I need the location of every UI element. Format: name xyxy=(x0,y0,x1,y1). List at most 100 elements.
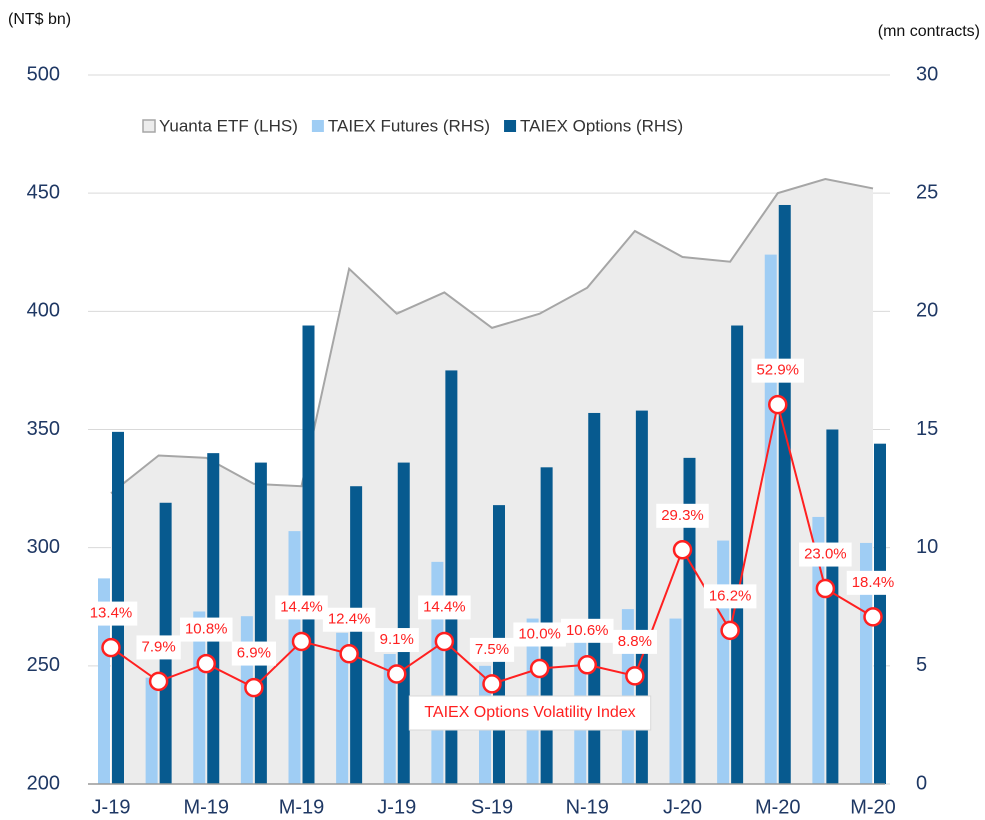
bar xyxy=(778,204,791,784)
index-point xyxy=(291,631,312,652)
y-unit-label: (NT$ bn) xyxy=(8,11,71,28)
value-label-box xyxy=(612,629,657,654)
value-label-box xyxy=(751,358,805,383)
value-label-box xyxy=(418,595,471,620)
bar xyxy=(288,531,301,784)
bar xyxy=(397,462,410,784)
y2-tick-label: 5 xyxy=(916,654,927,676)
y-tick-label: 250 xyxy=(27,654,60,676)
value-label-box xyxy=(374,628,419,653)
index-point xyxy=(482,674,502,694)
index-point xyxy=(244,677,264,698)
y-tick-label: 300 xyxy=(27,536,60,558)
value-label: 12.4% xyxy=(328,611,371,628)
bar xyxy=(302,325,315,784)
index-point xyxy=(768,394,788,415)
value-label-box xyxy=(84,601,138,626)
bar xyxy=(717,540,730,784)
bar xyxy=(683,457,696,784)
value-label-box xyxy=(846,570,900,595)
value-label: 13.4% xyxy=(90,605,133,622)
index-point xyxy=(434,631,455,652)
legend-label: TAIEX Options (RHS) xyxy=(520,116,683,135)
value-label: 6.9% xyxy=(237,645,271,662)
index-point xyxy=(387,664,407,684)
x-tick-label: S-19 xyxy=(471,796,513,818)
value-label: 9.1% xyxy=(380,631,414,648)
value-label-box xyxy=(513,622,566,647)
y-tick-label: 400 xyxy=(27,300,60,322)
legend-swatch xyxy=(142,119,156,133)
x-tick-label: M-20 xyxy=(850,796,896,818)
annotation: TAIEX Options Volatility Index xyxy=(424,704,635,721)
x-tick-label: M-20 xyxy=(755,796,801,818)
value-label: 8.8% xyxy=(618,633,652,650)
bar xyxy=(145,677,158,784)
value-label-box xyxy=(231,641,276,666)
index-point xyxy=(625,666,645,686)
bar xyxy=(860,542,872,784)
index-point xyxy=(720,620,740,641)
bar xyxy=(669,618,682,784)
value-label: 14.4% xyxy=(423,598,466,615)
value-label: 10.6% xyxy=(566,622,609,639)
area-line xyxy=(110,177,874,495)
value-label-box xyxy=(469,637,515,662)
y-tick-label: 350 xyxy=(27,418,60,440)
x-tick-label: J-19 xyxy=(377,796,416,818)
y-tick-label: 450 xyxy=(27,181,60,203)
index-point xyxy=(148,671,169,692)
y2-tick-label: 20 xyxy=(916,300,938,322)
value-label: 10.0% xyxy=(518,625,561,642)
value-label-box xyxy=(136,635,181,660)
index-point xyxy=(815,578,836,599)
y2-tick-label: 10 xyxy=(916,536,938,558)
index-point xyxy=(529,658,550,679)
index-point xyxy=(672,540,693,560)
value-label: 23.0% xyxy=(804,546,847,563)
bar xyxy=(336,632,349,784)
x-tick-label: N-19 xyxy=(566,796,609,818)
value-label: 16.2% xyxy=(709,587,752,604)
bar xyxy=(588,412,601,784)
value-label-box xyxy=(703,584,757,609)
index-point xyxy=(339,643,359,664)
index-point xyxy=(863,607,883,627)
index-point xyxy=(101,637,121,658)
x-tick-label: M-19 xyxy=(183,796,229,818)
value-label: 14.4% xyxy=(280,598,323,615)
y2-tick-label: 0 xyxy=(916,772,927,794)
value-label-box xyxy=(799,542,852,567)
annotation-box xyxy=(408,695,652,731)
legend-label: TAIEX Futures (RHS) xyxy=(328,116,490,135)
bar xyxy=(445,370,458,784)
value-label-box xyxy=(656,503,709,528)
bar xyxy=(193,611,206,784)
legend-swatch xyxy=(311,120,324,132)
x-tick-label: J-19 xyxy=(92,796,131,818)
y2-tick-label: 15 xyxy=(916,418,938,440)
bar xyxy=(350,486,363,784)
bar xyxy=(431,561,444,784)
x-tick-label: M-19 xyxy=(279,796,325,818)
value-label: 10.8% xyxy=(185,621,228,638)
value-label: 52.9% xyxy=(756,362,799,379)
value-label-box xyxy=(322,607,376,632)
bar xyxy=(383,654,396,784)
value-label-box xyxy=(275,595,328,620)
index-point xyxy=(196,653,216,674)
y-tick-label: 200 xyxy=(27,772,60,794)
y2-unit-label: (mn contracts) xyxy=(878,23,980,40)
bar xyxy=(764,254,777,784)
y2-tick-label: 25 xyxy=(916,181,938,203)
bar xyxy=(240,616,253,784)
x-tick-label: J-20 xyxy=(663,796,702,818)
bar xyxy=(826,429,839,784)
legend-label: Yuanta ETF (LHS) xyxy=(159,116,298,135)
bar xyxy=(98,578,110,784)
bar xyxy=(731,325,744,784)
bar xyxy=(635,410,648,784)
value-label: 7.5% xyxy=(475,641,509,658)
